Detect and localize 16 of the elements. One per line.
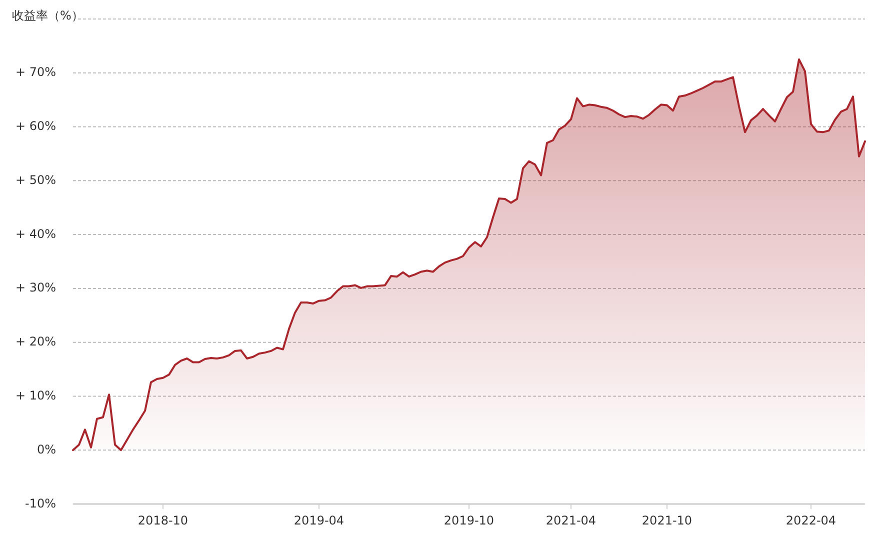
y-tick-label: + 20% (15, 334, 56, 349)
y-tick-label: + 10% (15, 388, 56, 403)
y-tick-label: + 30% (15, 280, 56, 295)
y-tick-label: + 40% (15, 226, 56, 241)
y-tick-label: -10% (24, 496, 56, 510)
y-tick-label: 0% (36, 442, 56, 456)
x-tick-label: 2019-04 (294, 513, 344, 528)
x-tick-label: 2021-04 (546, 513, 596, 528)
y-tick-label: + 50% (15, 172, 56, 187)
x-tick-label: 2018-10 (138, 513, 188, 528)
x-tick-label: 2022-04 (786, 513, 836, 528)
y-tick-label: + 60% (15, 119, 56, 134)
x-tick-label: 2019-10 (444, 513, 494, 528)
y-tick-label: + 70% (15, 65, 56, 80)
y-axis-title: 收益率（%） (12, 8, 84, 22)
x-tick-label: 2021-10 (642, 513, 692, 528)
